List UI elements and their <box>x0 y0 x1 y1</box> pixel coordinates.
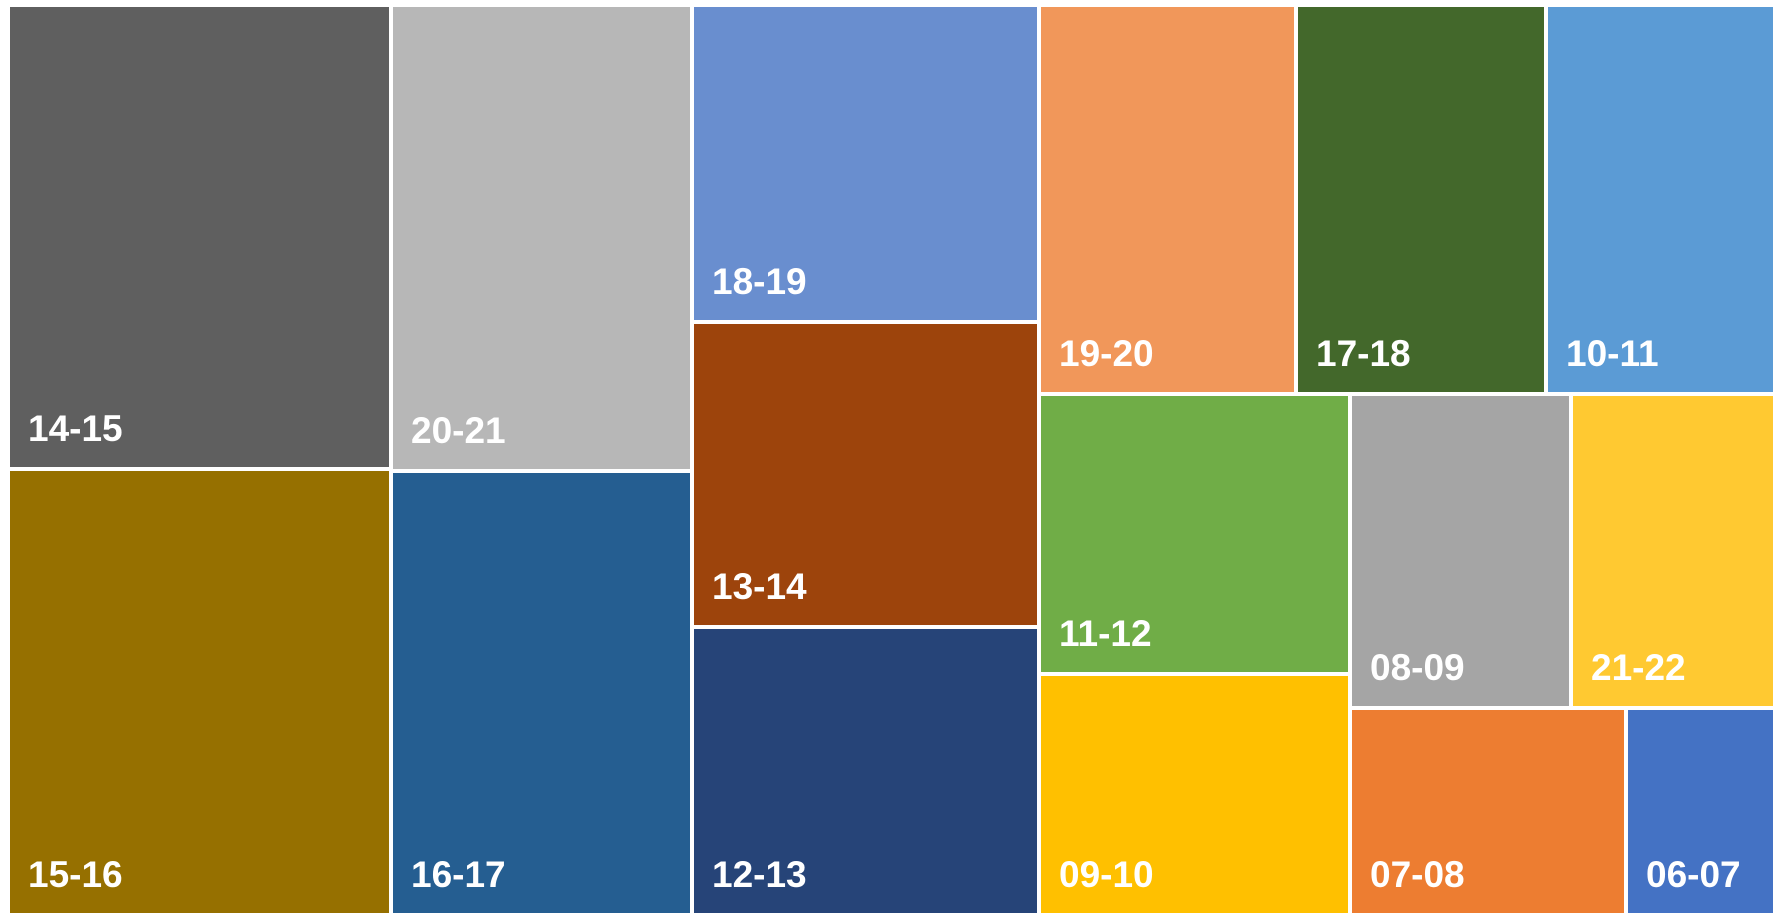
treemap-tile-10-11: 10-11 <box>1546 5 1775 394</box>
treemap-tile-13-14: 13-14 <box>692 322 1039 627</box>
treemap-tile-label: 21-22 <box>1591 647 1686 688</box>
treemap-tile-14-15: 14-15 <box>8 5 391 469</box>
treemap-tile-label: 12-13 <box>712 854 807 895</box>
treemap-tile-11-12: 11-12 <box>1039 394 1350 674</box>
treemap-tile-label: 19-20 <box>1059 333 1154 374</box>
treemap-tile-label: 10-11 <box>1566 333 1659 374</box>
treemap-tile-08-09: 08-09 <box>1350 394 1571 708</box>
treemap-tile-label: 17-18 <box>1316 333 1411 374</box>
treemap-tile-06-07: 06-07 <box>1626 708 1775 915</box>
treemap-tile-20-21: 20-21 <box>391 5 692 471</box>
treemap-tile-18-19: 18-19 <box>692 5 1039 322</box>
treemap-tile-16-17: 16-17 <box>391 471 692 915</box>
treemap-tile-07-08: 07-08 <box>1350 708 1626 915</box>
treemap-tile-12-13: 12-13 <box>692 627 1039 915</box>
treemap-tile-label: 15-16 <box>28 854 123 895</box>
treemap-tile-label: 18-19 <box>712 261 807 302</box>
treemap-tile-label: 07-08 <box>1370 854 1465 895</box>
treemap-tile-label: 14-15 <box>28 408 123 449</box>
treemap-tile-label: 20-21 <box>411 410 506 451</box>
treemap-tile-21-22: 21-22 <box>1571 394 1775 708</box>
treemap-tile-09-10: 09-10 <box>1039 674 1350 915</box>
treemap-tile-19-20: 19-20 <box>1039 5 1296 394</box>
treemap-tile-17-18: 17-18 <box>1296 5 1546 394</box>
treemap-tile-label: 16-17 <box>411 854 506 895</box>
treemap-tile-label: 08-09 <box>1370 647 1465 688</box>
treemap-tile-label: 13-14 <box>712 566 807 607</box>
treemap-tile-15-16: 15-16 <box>8 469 391 915</box>
treemap-tile-label: 06-07 <box>1646 854 1741 895</box>
treemap-tile-label: 09-10 <box>1059 854 1154 895</box>
treemap-tile-label: 11-12 <box>1059 613 1152 654</box>
